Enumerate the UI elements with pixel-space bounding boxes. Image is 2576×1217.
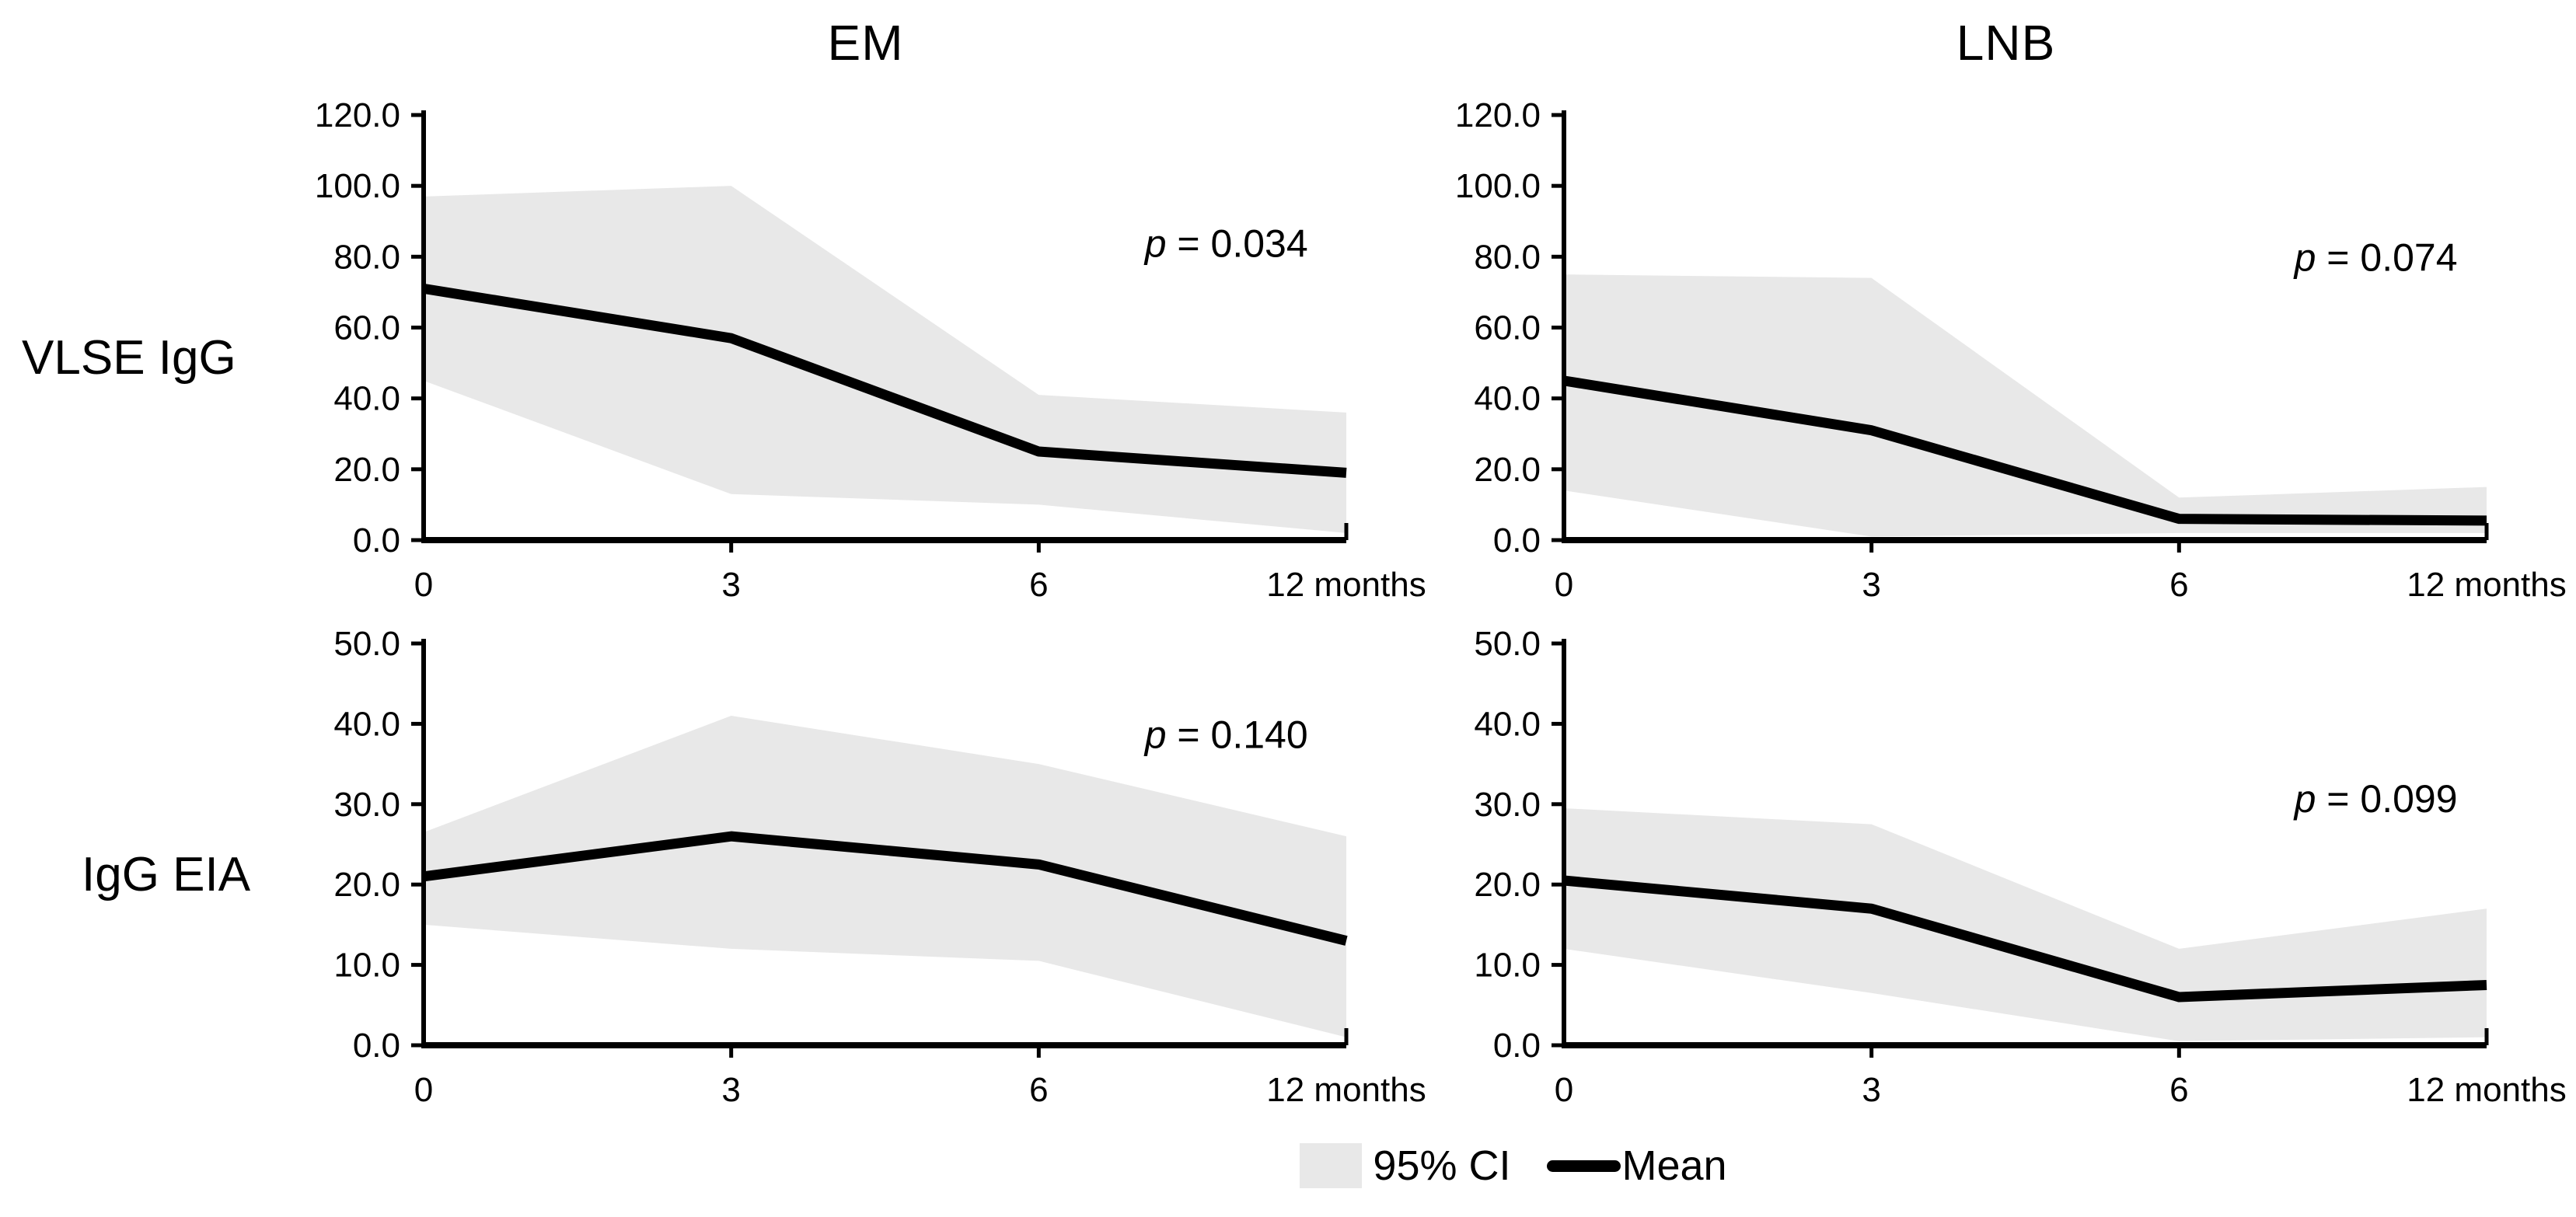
y-tick-label: 20.0: [333, 451, 400, 489]
header-col-em: EM: [295, 8, 1436, 93]
y-tick-label: 80.0: [333, 238, 400, 276]
header-col-lnb: LNB: [1436, 8, 2576, 93]
y-tick-label: 100.0: [315, 167, 400, 205]
y-tick-label: 20.0: [1474, 866, 1541, 904]
y-tick-label: 60.0: [333, 309, 400, 347]
p-value-annotation: p = 0.099: [2293, 777, 2458, 821]
x-tick-label: 3: [721, 1071, 740, 1109]
y-tick-label: 0.0: [353, 1027, 400, 1065]
chart-eia-lnb: 0.0 10.0 20.0 30.0 40.0 50.0 0 3 6 12 months p = 0…: [1474, 625, 2566, 1109]
chart-cell-eia-em: 0.0 10.0 20.0 30.0 40.0 50.0 0 3 6 12 months p = 0…: [295, 622, 1436, 1127]
chart-cell-eia-lnb: 0.0 10.0 20.0 30.0 40.0 50.0 0 3 6 12 months p = 0…: [1436, 622, 2576, 1127]
ci-area: [424, 186, 1346, 533]
header-spacer: [0, 8, 295, 93]
y-tick-label: 0.0: [1493, 521, 1541, 560]
p-value-annotation: p = 0.140: [1143, 713, 1308, 756]
x-tick-label: 12 months: [2407, 566, 2566, 604]
y-tick-label: 120.0: [315, 96, 400, 134]
mean-line-swatch-icon: [1546, 1159, 1621, 1172]
x-tick-label: 12 months: [1266, 566, 1426, 604]
y-tick-label: 0.0: [1493, 1027, 1541, 1065]
mean-line: [1562, 375, 2487, 526]
x-tick-label: 12 months: [2407, 1071, 2566, 1109]
mean-line: [423, 831, 1348, 946]
legend-inner: 95% CI Mean: [1300, 1142, 1727, 1190]
x-tick-label: 0: [414, 566, 433, 604]
chart-vlse-em: 0.0 20.0 40.0 60.0 80.0 100.0 120.0 0 3 6 12 month…: [315, 96, 1426, 604]
y-tick-label: 40.0: [1474, 705, 1541, 743]
y-tick-label: 0.0: [353, 521, 400, 560]
y-tick-label: 30.0: [1474, 786, 1541, 824]
y-tick-label: 80.0: [1474, 238, 1541, 276]
column-title-em: EM: [827, 15, 904, 71]
y-tick-label: 40.0: [1474, 380, 1541, 418]
chart-cell-vlse-lnb: 0.0 20.0 40.0 60.0 80.0 100.0 120.0 0 3 6 12 month…: [1436, 93, 2576, 622]
y-tick-label: 10.0: [1474, 947, 1541, 985]
chart-cell-vlse-em: 0.0 20.0 40.0 60.0 80.0 100.0 120.0 0 3 6 12 month…: [295, 93, 1436, 622]
x-tick-label: 3: [721, 566, 740, 604]
legend-ci-label: 95% CI: [1373, 1142, 1511, 1189]
ci-area: [1564, 274, 2487, 537]
column-titles-row: EM LNB: [0, 8, 2576, 93]
y-tick-label: 20.0: [333, 866, 400, 904]
y-tick-label: 30.0: [333, 786, 400, 824]
y-tick-label: 60.0: [1474, 309, 1541, 347]
legend: 95% CI Mean: [0, 1127, 2576, 1205]
y-tick-label: 20.0: [1474, 451, 1541, 489]
p-value-annotation: p = 0.074: [2293, 236, 2458, 280]
chart-vlse-lnb: 0.0 20.0 40.0 60.0 80.0 100.0 120.0 0 3 6 12 month…: [1455, 96, 2567, 604]
x-tick-label: 12 months: [1266, 1071, 1426, 1109]
x-tick-label: 6: [2169, 566, 2188, 604]
row-label-col-eia: IgG EIA: [0, 622, 295, 1127]
row-label-vlse-igg: VLSE IgG: [22, 330, 236, 385]
x-tick-label: 3: [1862, 566, 1880, 604]
x-tick-label: 6: [2169, 1071, 2188, 1109]
chart-row-vlse: VLSE IgG 0.0 20.0 40.0 60.0 80.0 100.0 120.0 0 3…: [0, 93, 2576, 622]
ci-area: [1564, 807, 2487, 1041]
y-tick-label: 40.0: [333, 380, 400, 418]
legend-mean-label: Mean: [1621, 1142, 1727, 1189]
x-tick-label: 3: [1862, 1071, 1880, 1109]
ci-area: [424, 716, 1346, 1037]
mean-line: [422, 283, 1347, 478]
y-tick-label: 50.0: [1474, 625, 1541, 663]
y-tick-label: 40.0: [333, 705, 400, 743]
y-tick-label: 10.0: [333, 947, 400, 985]
x-tick-label: 6: [1029, 566, 1048, 604]
ci-swatch-icon: [1300, 1143, 1363, 1188]
y-tick-label: 120.0: [1455, 96, 1541, 134]
y-tick-label: 50.0: [333, 625, 400, 663]
mean-line: [1563, 875, 2487, 1003]
x-tick-label: 0: [414, 1071, 433, 1109]
y-tick-label: 100.0: [1455, 167, 1541, 205]
x-tick-label: 0: [1555, 1071, 1573, 1109]
p-value-annotation: p = 0.034: [1143, 221, 1308, 265]
chart-eia-em: 0.0 10.0 20.0 30.0 40.0 50.0 0 3 6 12 months p = 0…: [333, 625, 1426, 1109]
column-title-lnb: LNB: [1956, 15, 2056, 71]
row-label-col-vlse: VLSE IgG: [0, 93, 295, 622]
x-tick-label: 0: [1555, 566, 1573, 604]
chart-row-eia: IgG EIA 0.0 10.0 20.0 30.0 40.0 50.0 0 3 6 12 mon…: [0, 622, 2576, 1127]
row-label-igg-eia: IgG EIA: [82, 847, 251, 901]
x-tick-label: 6: [1029, 1071, 1048, 1109]
